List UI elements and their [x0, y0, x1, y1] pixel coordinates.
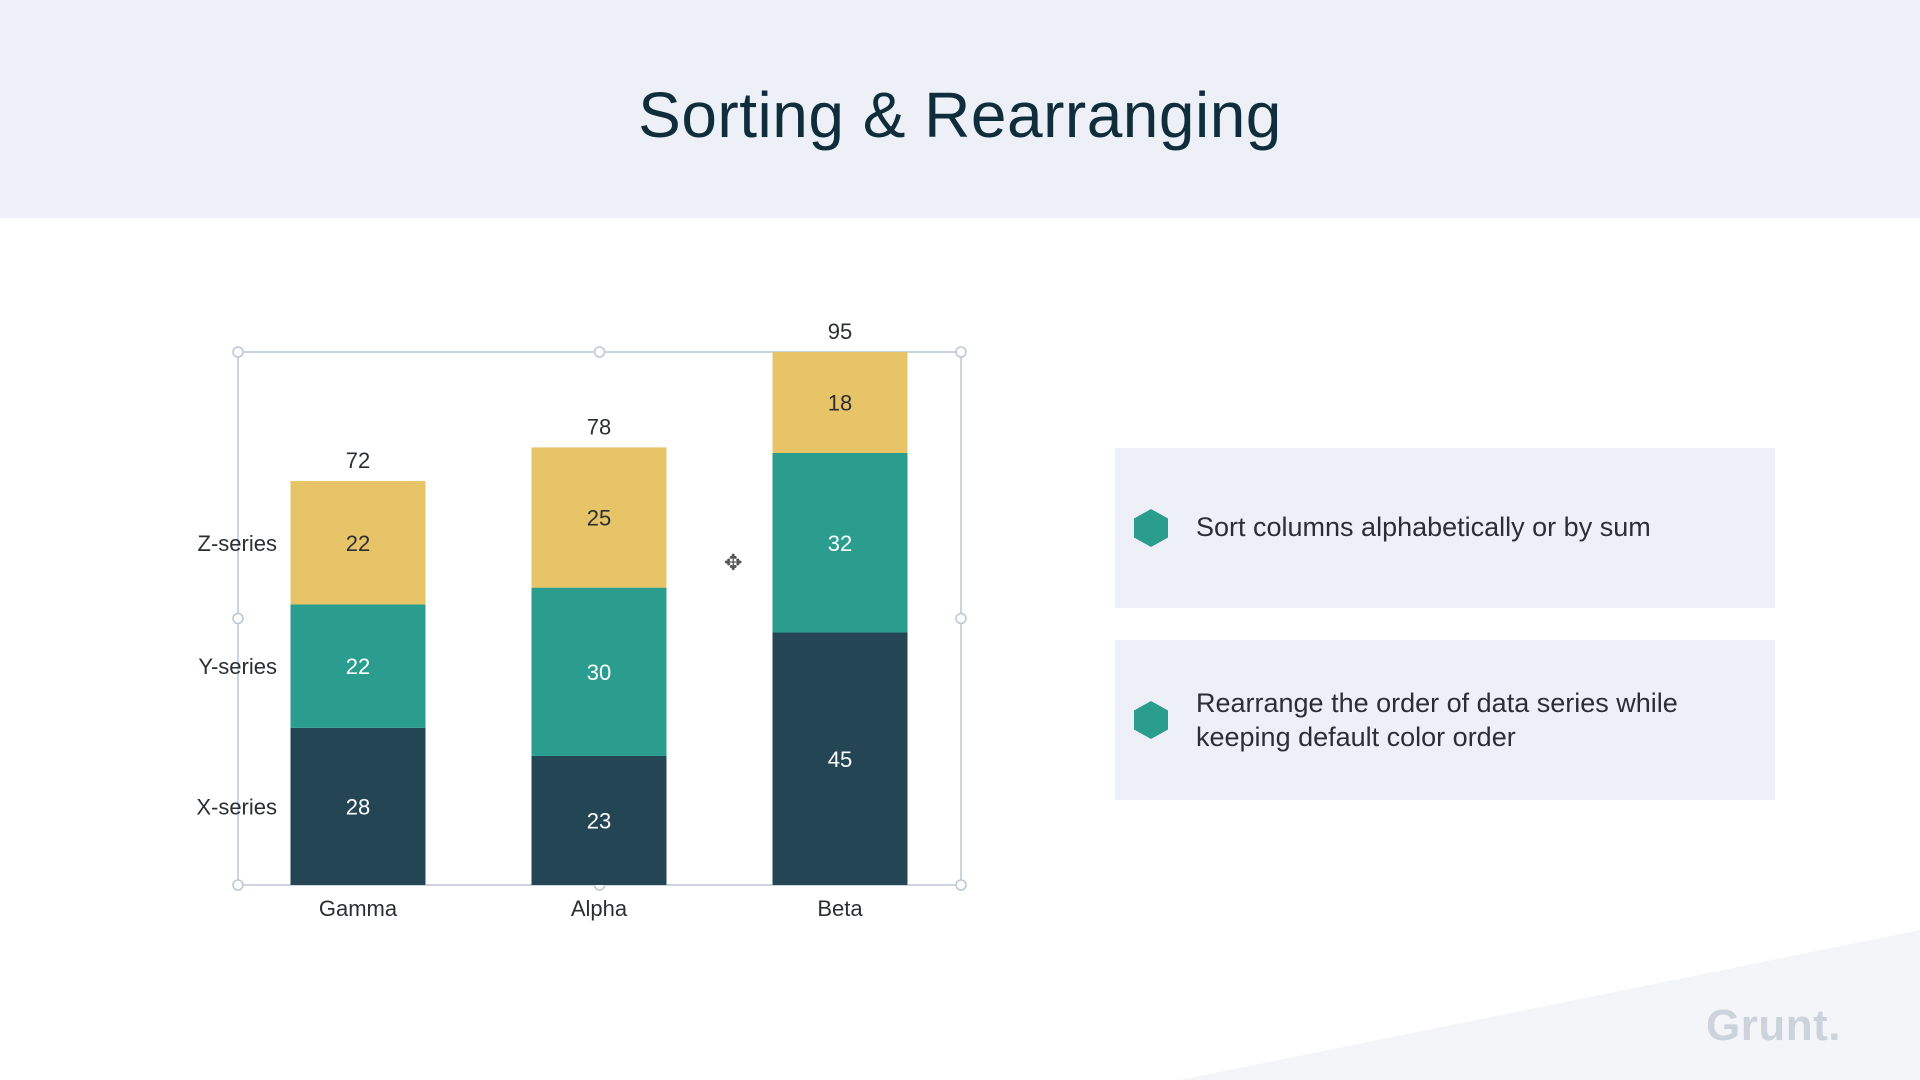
- data-label: 22: [346, 654, 370, 679]
- data-label: 23: [587, 808, 611, 833]
- data-label: 30: [587, 660, 611, 685]
- total-label: 72: [346, 448, 370, 473]
- category-label: Gamma: [319, 896, 398, 921]
- bar-segment-alpha-x-series: [531, 755, 667, 885]
- resize-handle[interactable]: [955, 346, 967, 358]
- bar-segment-gamma-y-series: [290, 604, 426, 728]
- feature-card-sort: Sort columns alphabetically or by sum: [1115, 448, 1775, 608]
- bar-segment-gamma-z-series: [290, 481, 426, 605]
- data-label: 45: [828, 747, 852, 772]
- grunt-logo: Grunt.: [1706, 1001, 1841, 1050]
- feature-text-rearrange: Rearrange the order of data series while…: [1196, 688, 1678, 752]
- total-label: 95: [828, 319, 852, 344]
- bar-segment-beta-x-series: [772, 632, 908, 885]
- bar-segment-beta-z-series: [772, 352, 908, 453]
- page-title: Sorting & Rearranging: [638, 79, 1282, 151]
- category-label: Beta: [817, 896, 863, 921]
- feature-card-rearrange: Rearrange the order of data series while…: [1115, 640, 1775, 800]
- resize-handle[interactable]: [232, 879, 244, 891]
- stacked-bar-chart[interactable]: 28 22 22 72 Gamma 23 30 25 78 Alpha 45 32 18 95 Beta X-…: [0, 0, 1000, 960]
- data-label: 25: [587, 506, 611, 531]
- chart-svg[interactable]: 28 22 22 72 Gamma 23 30 25 78 Alpha 45 32 18 95 Beta X-…: [0, 0, 1000, 960]
- bar-segment-alpha-z-series: [531, 447, 667, 588]
- move-cursor-icon: ✥: [724, 550, 743, 575]
- bar-segment-beta-y-series: [772, 452, 908, 633]
- hexagon-bullet-icon: [1134, 509, 1168, 547]
- category-label: Alpha: [571, 896, 628, 921]
- data-label: 22: [346, 531, 370, 556]
- legend-label: X-series: [196, 794, 277, 819]
- resize-handle[interactable]: [955, 612, 967, 625]
- feature-text-sort: Sort columns alphabetically or by sum: [1196, 512, 1651, 542]
- total-label: 78: [587, 414, 611, 439]
- legend-label: Y-series: [198, 654, 277, 679]
- bar-segment-alpha-y-series: [531, 587, 667, 756]
- data-label: 18: [828, 390, 852, 415]
- resize-handle[interactable]: [232, 346, 244, 358]
- data-label: 32: [828, 531, 852, 556]
- header-banner: [0, 0, 1920, 218]
- resize-handle[interactable]: [955, 879, 967, 891]
- legend-label: Z-series: [198, 531, 277, 556]
- data-label: 28: [346, 794, 370, 819]
- hexagon-bullet-icon: [1134, 701, 1168, 739]
- bar-segment-gamma-x-series: [290, 727, 426, 885]
- resize-handle[interactable]: [593, 346, 606, 358]
- resize-handle[interactable]: [232, 612, 244, 625]
